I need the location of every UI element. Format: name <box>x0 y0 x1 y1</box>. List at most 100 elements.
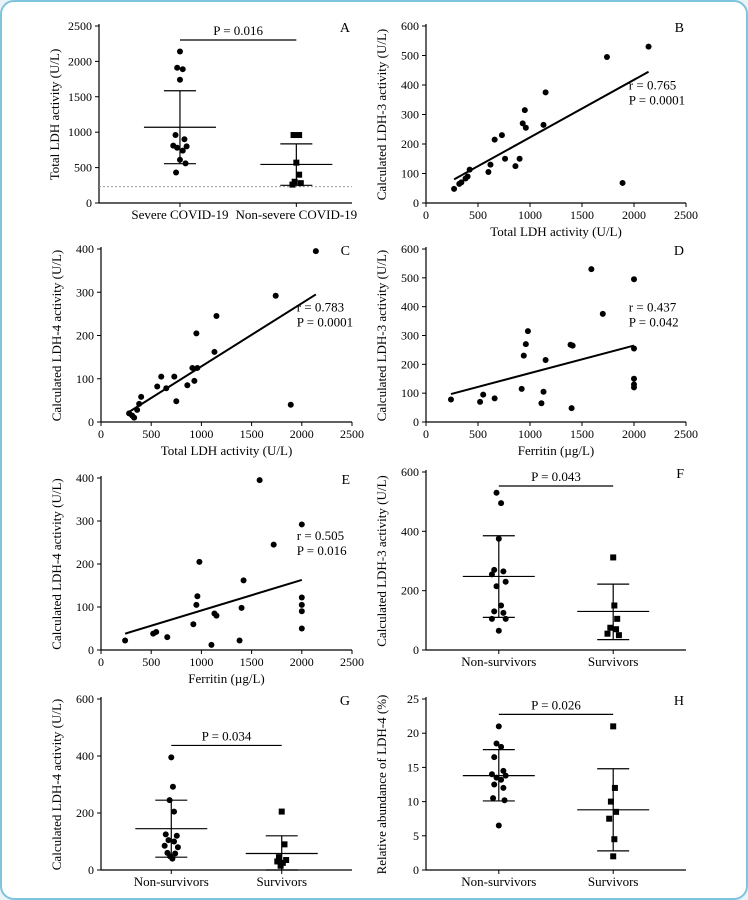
data-point <box>493 774 500 781</box>
data-point <box>161 842 168 849</box>
data-point <box>153 628 160 635</box>
data-point <box>491 136 498 143</box>
y-axis-label: Calculated LDH-3 activity (U/L) <box>374 250 389 421</box>
data-point <box>171 838 178 845</box>
data-point-square <box>296 171 303 178</box>
data-point <box>179 147 186 154</box>
y-tick-label: 600 <box>401 465 419 479</box>
panel-g: 0 200 400 600 Non-survivors Survivors Calculat… <box>49 692 352 889</box>
r-value-label: r = 0.437 <box>629 299 677 314</box>
y-tick-label: 20 <box>407 726 419 740</box>
x-tick-label: 500 <box>469 427 487 441</box>
data-point <box>312 248 319 255</box>
data-point <box>193 601 200 608</box>
data-point-square <box>297 180 304 187</box>
y-tick-label: 400 <box>401 524 419 538</box>
data-point-square <box>281 841 288 848</box>
x-tick-label: 500 <box>469 208 487 222</box>
y-tick-label: 500 <box>401 271 419 285</box>
data-point <box>194 593 201 600</box>
data-point <box>171 373 178 380</box>
data-point-square <box>606 815 613 822</box>
x-tick-label: 2000 <box>622 427 646 441</box>
data-point <box>236 637 243 644</box>
category-label: Survivors <box>588 874 639 889</box>
y-axis-label: Relative abundance of LDH-4 (%) <box>374 695 389 875</box>
data-point-square <box>296 132 303 139</box>
data-point <box>458 179 465 186</box>
y-tick-label: 200 <box>401 137 419 151</box>
x-tick-label: 1000 <box>518 427 542 441</box>
data-point-square <box>275 854 282 861</box>
data-point <box>208 641 215 648</box>
panel-b: 0 100 200 300 400 500 600 0 500 1000 1500 2000 2500 T… <box>374 19 698 239</box>
data-point <box>603 53 610 60</box>
panel-label: C <box>341 244 350 259</box>
data-point-square <box>610 554 617 561</box>
data-point <box>136 400 143 407</box>
data-point <box>498 776 505 783</box>
x-tick-label: 500 <box>142 655 160 669</box>
data-point <box>173 832 180 839</box>
data-point <box>196 558 203 565</box>
data-point <box>521 107 528 114</box>
data-point <box>631 345 637 352</box>
data-point-square <box>289 181 296 188</box>
y-tick-label: 25 <box>407 692 419 706</box>
x-axis-label: Total LDH activity (U/L) <box>161 443 293 458</box>
data-point-square <box>277 862 284 869</box>
category-label: Severe COVID-19 <box>131 207 228 222</box>
x-axis-label: Ferritin (µg/L) <box>188 671 264 686</box>
panel-a: 0 500 1000 1500 2000 2500 Severe COVID-19 Non-s… <box>47 19 357 222</box>
p-value-label: P = 0.026 <box>531 697 581 712</box>
data-point <box>488 615 495 622</box>
data-point <box>134 406 141 413</box>
data-point <box>540 388 547 395</box>
data-point <box>238 604 245 611</box>
data-point <box>172 850 179 857</box>
data-point-square <box>293 159 300 166</box>
data-point-square <box>614 615 621 622</box>
p-value-label: P = 0.016 <box>297 543 347 558</box>
data-point <box>493 740 500 747</box>
y-tick-label: 10 <box>407 795 419 809</box>
y-tick-label: 2000 <box>68 54 92 68</box>
data-point <box>599 310 606 317</box>
data-point <box>158 373 165 380</box>
data-point <box>477 398 484 405</box>
y-tick-label: 1000 <box>68 125 92 139</box>
y-tick-label: 100 <box>401 386 419 400</box>
data-point <box>631 276 637 283</box>
data-point <box>645 43 652 50</box>
data-point <box>298 594 305 601</box>
category-label: Survivors <box>256 874 307 889</box>
y-tick-label: 0 <box>88 643 94 657</box>
y-tick-label: 500 <box>74 161 92 175</box>
x-tick-label: 1500 <box>570 427 594 441</box>
data-point-square <box>290 132 297 139</box>
data-point <box>184 382 191 389</box>
data-point <box>522 341 529 348</box>
data-point <box>502 772 509 779</box>
data-point <box>498 500 505 507</box>
p-value-label: P = 0.043 <box>531 469 581 484</box>
data-point <box>122 637 129 644</box>
y-tick-label: 100 <box>76 600 94 614</box>
y-axis-label: Calculated LDH-4 activity (U/L) <box>49 478 64 649</box>
data-point <box>491 395 498 402</box>
data-point <box>569 342 576 349</box>
data-point-square <box>604 630 611 637</box>
y-tick-label: 600 <box>401 19 419 33</box>
r-value-label: r = 0.765 <box>629 78 676 93</box>
category-label: Non-severe COVID-19 <box>236 207 358 222</box>
data-point <box>131 414 138 421</box>
data-point <box>493 583 500 590</box>
data-point <box>501 797 508 804</box>
data-point <box>298 608 305 615</box>
data-point <box>631 384 637 391</box>
data-point <box>169 855 176 862</box>
data-point <box>451 185 458 192</box>
y-tick-label: 600 <box>401 242 419 256</box>
data-point <box>270 541 277 548</box>
